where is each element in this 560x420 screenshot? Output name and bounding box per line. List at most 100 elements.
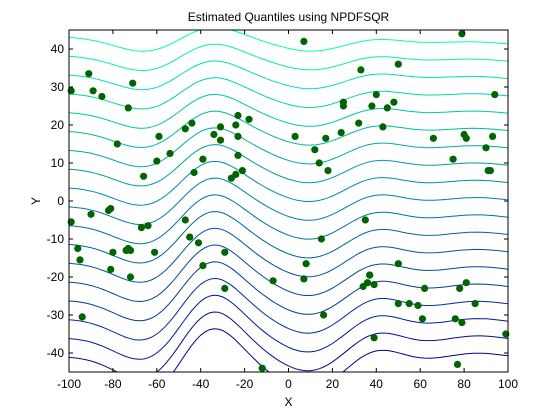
data-point (234, 132, 242, 140)
y-tick-label: -20 (47, 270, 65, 284)
x-tick-label: 80 (457, 377, 471, 391)
data-point (462, 279, 470, 287)
x-tick-label: 60 (414, 377, 428, 391)
data-point (181, 125, 189, 133)
data-point (302, 260, 310, 268)
data-point (232, 121, 240, 129)
data-point (368, 102, 376, 110)
contour-line (69, 227, 508, 283)
y-tick-label: -30 (47, 308, 65, 322)
data-point (89, 87, 97, 95)
data-point (418, 315, 426, 323)
data-point (126, 246, 135, 254)
data-point (232, 170, 240, 178)
data-point (85, 70, 93, 78)
y-tick-label: 40 (51, 42, 65, 56)
data-point (190, 168, 198, 177)
data-point (129, 79, 137, 87)
data-point (234, 151, 242, 159)
x-tick-label: -80 (104, 377, 122, 391)
data-point (372, 91, 380, 99)
contour-line (69, 277, 508, 341)
data-point (153, 157, 161, 165)
data-point (339, 102, 347, 110)
data-point (456, 284, 464, 292)
data-point (453, 360, 462, 368)
data-point (113, 140, 121, 148)
data-point (361, 216, 369, 224)
data-point (74, 244, 82, 253)
data-point (258, 364, 266, 372)
x-tick-label: -60 (148, 377, 166, 391)
contour-line (69, 261, 508, 322)
data-point (300, 37, 308, 46)
data-point (449, 155, 457, 163)
y-axis-label: Y (29, 197, 43, 205)
data-point (107, 205, 115, 213)
contour-line (69, 244, 508, 303)
data-point (210, 130, 218, 139)
data-point (429, 134, 437, 142)
x-tick-label: 100 (498, 377, 518, 391)
data-point (109, 248, 117, 256)
data-point (462, 134, 470, 142)
data-point (394, 300, 402, 308)
data-point (357, 66, 365, 74)
y-tick-label: -10 (47, 232, 65, 246)
data-point (221, 284, 229, 292)
data-point (245, 115, 253, 123)
data-point (188, 119, 196, 127)
contour-line (69, 110, 508, 148)
data-point (324, 167, 332, 175)
x-tick-label: -20 (236, 377, 254, 391)
data-point (124, 104, 132, 112)
data-point (317, 235, 325, 243)
data-point (199, 155, 207, 163)
data-point (234, 111, 242, 120)
chart-title: Estimated Quantiles using NPDFSQR (188, 10, 390, 24)
data-point (291, 132, 299, 140)
contour-line (69, 294, 508, 360)
data-point (405, 300, 413, 308)
y-tick-label: 20 (51, 118, 65, 132)
plot-area (69, 30, 508, 372)
x-tick-label: 0 (285, 377, 292, 391)
data-point (194, 239, 203, 247)
data-point (186, 233, 194, 241)
data-point (394, 260, 402, 268)
contour-line (69, 194, 508, 245)
data-point (379, 123, 387, 131)
data-point (126, 273, 135, 281)
x-tick-label: -100 (57, 377, 81, 391)
y-axis-ticks: -40 -30 -20 -10 0 10 20 30 40 (47, 42, 508, 360)
y-tick-label: 30 (51, 80, 65, 94)
data-point (486, 167, 494, 175)
data-point (491, 91, 499, 99)
contour-line (69, 160, 508, 206)
data-point (315, 159, 323, 167)
x-axis-ticks: -100 -80 -60 -40 -20 0 20 40 60 80 100 (57, 30, 518, 391)
data-point (320, 311, 328, 319)
data-point (144, 222, 152, 230)
contour-line (69, 93, 508, 129)
data-point (107, 265, 115, 273)
x-tick-label: 20 (326, 377, 340, 391)
data-point (414, 301, 422, 310)
x-tick-label: 40 (370, 377, 384, 391)
data-point (458, 319, 466, 327)
contour-line (69, 211, 508, 264)
contour-line (69, 77, 508, 110)
data-point (355, 119, 363, 127)
data-point (394, 60, 402, 68)
data-point (370, 281, 378, 289)
data-point (151, 248, 159, 256)
data-point (137, 224, 145, 232)
data-point (166, 149, 174, 158)
data-point (482, 144, 490, 152)
y-tick-label: -40 (47, 346, 65, 360)
data-point (87, 210, 95, 218)
data-point (300, 275, 308, 283)
data-point (383, 104, 391, 112)
